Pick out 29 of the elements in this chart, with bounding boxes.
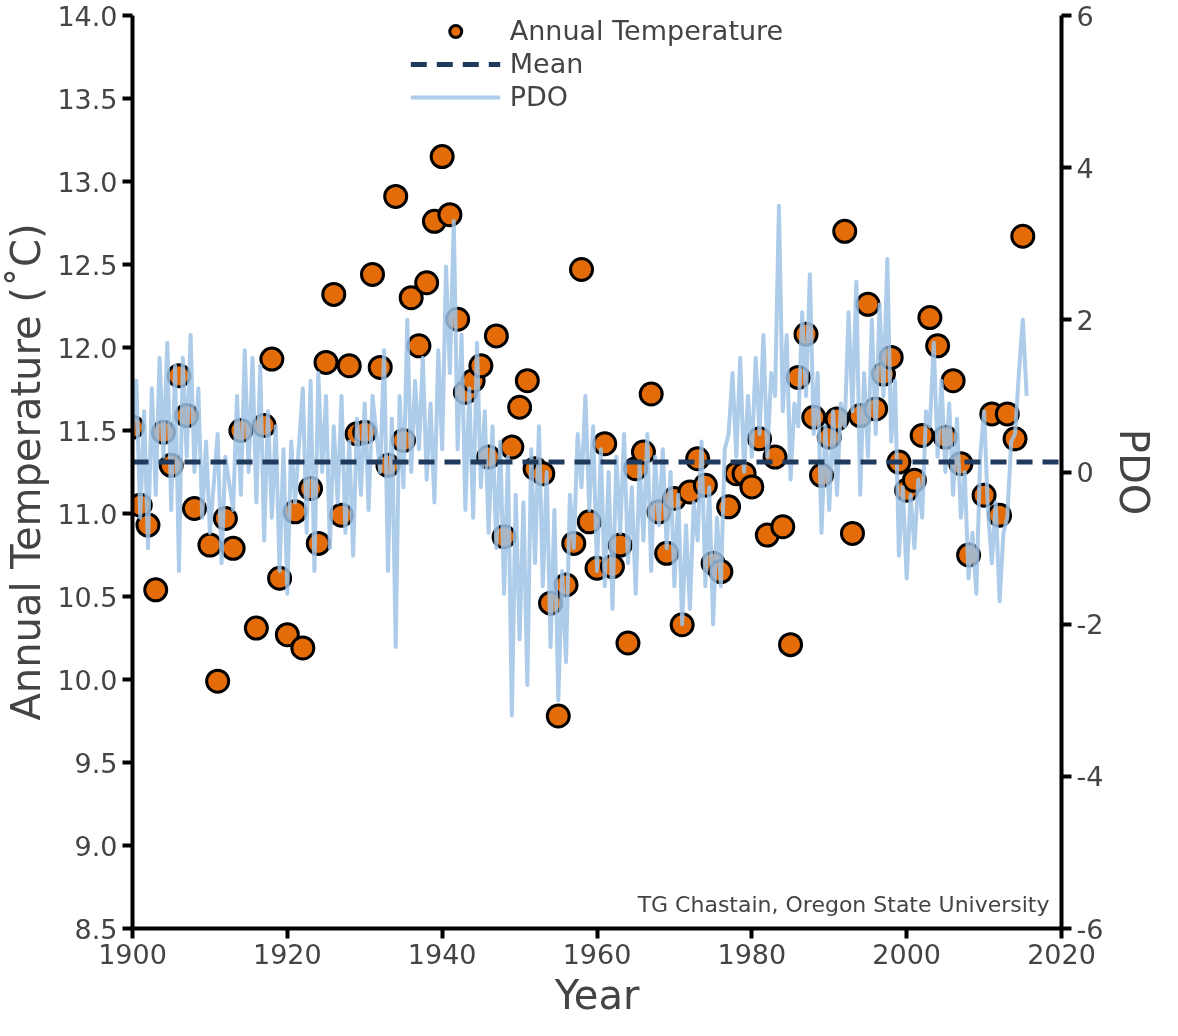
y2-tick-label: -4: [1076, 761, 1104, 793]
y2-tick-label: 2: [1076, 304, 1094, 336]
y2-tick-label: 6: [1076, 0, 1094, 32]
y-tick-label: 13.5: [57, 83, 118, 115]
y-tick-label: 11.0: [57, 498, 118, 530]
legend-label: Mean: [509, 48, 584, 79]
y-tick-label: 12.5: [57, 249, 118, 281]
x-tick-label: 1980: [717, 938, 787, 970]
y2-tick-label: -2: [1076, 609, 1104, 641]
y-tick-label: 10.5: [57, 581, 118, 613]
y-tick-label: 13.0: [57, 166, 118, 198]
x-tick-label: 1920: [252, 938, 322, 970]
y-tick-label: 11.5: [57, 415, 118, 447]
x-tick-label: 2000: [872, 938, 942, 970]
legend-label: Annual Temperature: [509, 15, 784, 46]
annotation: TG Chastain, Oregon State University: [636, 891, 1050, 917]
y2-axis-title: PDO: [1111, 428, 1158, 516]
y2-tick-label: 0: [1076, 457, 1094, 488]
x-tick-label: 1940: [407, 938, 477, 970]
y-tick-label: 12.0: [57, 332, 118, 364]
y-tick-label: 14.0: [57, 0, 118, 32]
legend-label: PDO: [509, 81, 569, 112]
y-tick-label: 10.0: [57, 664, 118, 696]
x-tick-label: 1960: [562, 938, 632, 970]
y-tick-label: 9.5: [74, 747, 118, 779]
y-axis-title: Annual Temperature (˚C): [3, 223, 50, 721]
y-tick-label: 9.0: [74, 830, 118, 862]
x-axis-title: Year: [553, 971, 640, 1018]
y2-tick-label: 4: [1076, 152, 1094, 184]
